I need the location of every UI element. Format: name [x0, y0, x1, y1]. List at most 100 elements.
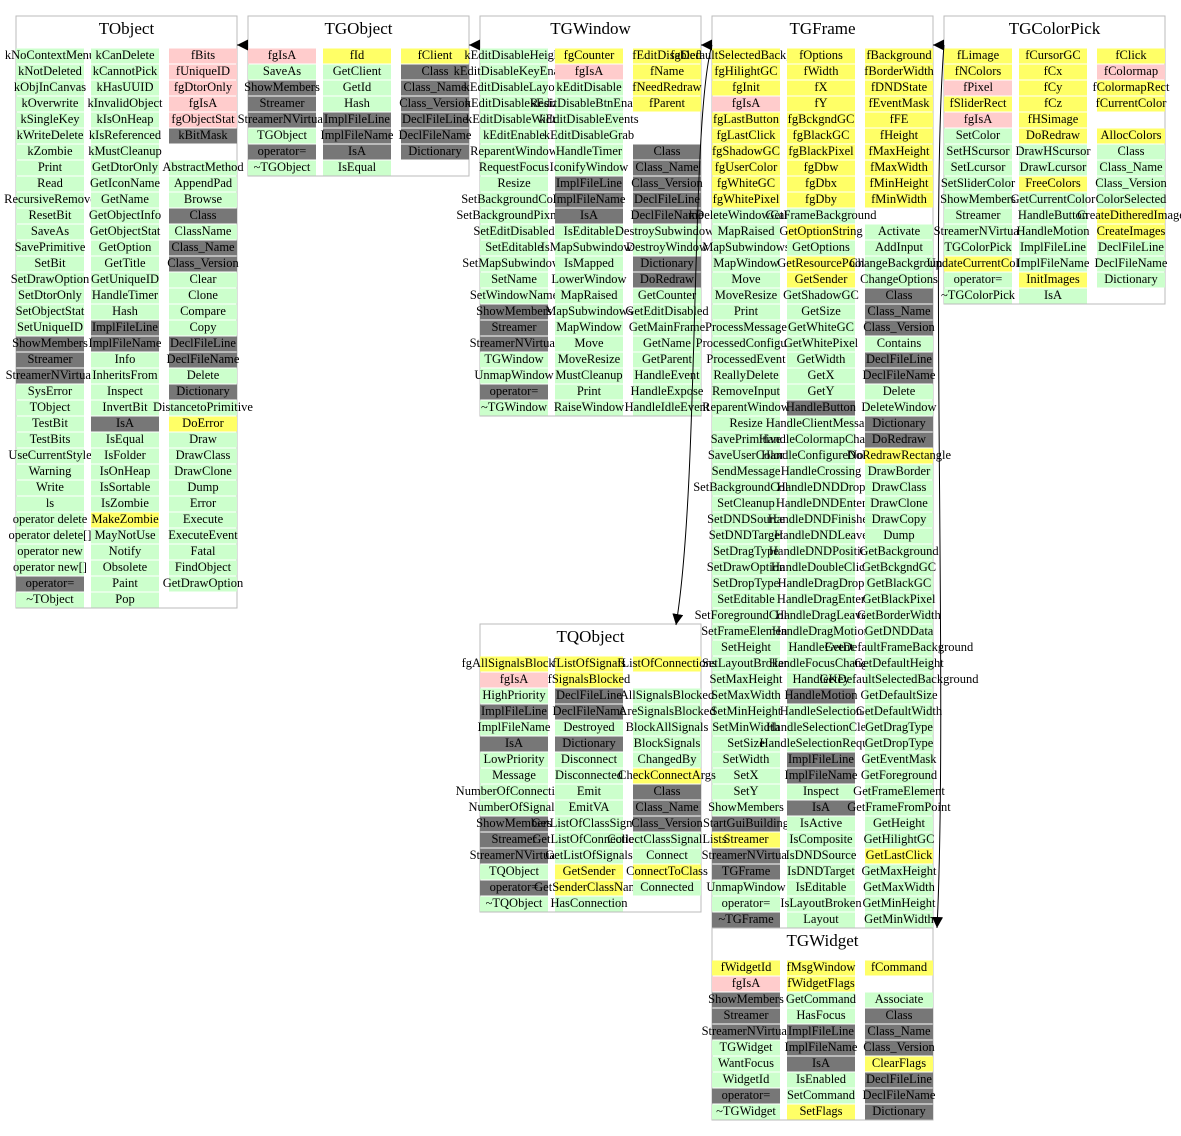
- member-cell: [480, 864, 548, 880]
- member-cell: [712, 1088, 780, 1104]
- member-name: Disconnected: [555, 768, 624, 782]
- member-cell: [865, 464, 933, 480]
- member-name: DeclFileName: [167, 352, 240, 366]
- member-cell: [169, 240, 237, 256]
- member-cell: [712, 576, 780, 592]
- member-name: kCanDelete: [95, 48, 154, 62]
- member-name: HandleSelectionRequest: [760, 736, 883, 750]
- member-cell: [555, 672, 623, 688]
- member-name: GetMinHeight: [863, 896, 936, 910]
- member-name: ImplFileLine: [556, 176, 622, 190]
- member-cell: [865, 736, 933, 752]
- member-name: fgInit: [732, 80, 760, 94]
- member-cell: [248, 160, 316, 176]
- member-cell: [787, 640, 855, 656]
- member-name: RecursiveRemove: [4, 192, 96, 206]
- member-cell: [633, 688, 701, 704]
- member-cell: [787, 384, 855, 400]
- member-name: IsSortable: [100, 480, 151, 494]
- member-name: fgCounter: [564, 48, 616, 62]
- member-cell: [169, 352, 237, 368]
- member-name: DrawClass: [872, 480, 927, 494]
- member-name: IsA: [812, 800, 830, 814]
- member-name: HasConnection: [550, 896, 628, 910]
- member-cell: [865, 176, 933, 192]
- member-cell: [480, 688, 548, 704]
- member-name: SetX: [734, 768, 759, 782]
- member-cell: [865, 96, 933, 112]
- member-cell: [480, 352, 548, 368]
- member-cell: [787, 560, 855, 576]
- member-cell: [169, 80, 237, 96]
- member-name: HasFocus: [796, 1008, 845, 1022]
- member-name: RaiseWindow: [554, 400, 624, 414]
- member-name: GetDNDData: [865, 624, 934, 638]
- member-cell: [787, 224, 855, 240]
- member-cell: [712, 1104, 780, 1120]
- member-cell: [865, 416, 933, 432]
- member-cell: [865, 912, 933, 928]
- member-cell: [944, 256, 1012, 272]
- member-cell: [633, 784, 701, 800]
- member-name: Obsolete: [103, 560, 148, 574]
- member-name: Connected: [640, 880, 694, 894]
- member-cell: [787, 576, 855, 592]
- class-node: TQObject fgAllSignalsBlocked fgIsA HighPrio…: [456, 623, 727, 913]
- member-cell: [480, 96, 548, 112]
- member-cell: [712, 592, 780, 608]
- member-cell: [712, 432, 780, 448]
- member-name: HandleEvent: [634, 368, 700, 382]
- member-cell: [16, 256, 84, 272]
- member-name: HandleDragLeave: [775, 608, 867, 622]
- member-name: IsFolder: [104, 448, 147, 462]
- member-cell: [712, 688, 780, 704]
- member-cell: [865, 272, 933, 288]
- member-cell: [633, 160, 701, 176]
- member-name: Contains: [877, 336, 922, 350]
- member-name: StreamerNVirtual: [238, 112, 327, 126]
- member-cell: [712, 192, 780, 208]
- member-name: HandleDragEnter: [777, 592, 866, 606]
- member-name: fPixel: [963, 80, 993, 94]
- class-title: TGColorPick: [1009, 19, 1101, 38]
- member-cell: [480, 112, 548, 128]
- member-cell: [16, 464, 84, 480]
- member-name: BlockSignals: [634, 736, 701, 750]
- member-cell: [633, 352, 701, 368]
- member-name: HandleDNDDrop: [777, 480, 866, 494]
- member-name: operator=: [258, 144, 307, 158]
- member-name: ImplFileName: [321, 128, 394, 142]
- member-name: ImplFileLine: [788, 752, 854, 766]
- member-name: IsActive: [800, 816, 843, 830]
- member-cell: [865, 1088, 933, 1104]
- member-name: TObject: [30, 400, 71, 414]
- member-cell: [712, 1024, 780, 1040]
- member-cell: [169, 400, 237, 416]
- member-cell: [169, 496, 237, 512]
- member-name: fCommand: [871, 960, 928, 974]
- member-cell: [633, 192, 701, 208]
- member-cell: [944, 48, 1012, 64]
- member-cell: [16, 80, 84, 96]
- member-name: SetMaxHeight: [710, 672, 783, 686]
- member-cell: [1019, 208, 1087, 224]
- member-name: SetMaxWidth: [711, 688, 781, 702]
- member-cell: [865, 112, 933, 128]
- member-name: GetWidth: [797, 352, 847, 366]
- member-name: ls: [46, 496, 54, 510]
- member-cell: [712, 144, 780, 160]
- member-cell: [633, 752, 701, 768]
- member-name: HandleEvent: [788, 640, 854, 654]
- member-name: fgBckgndGC: [788, 112, 855, 126]
- member-cell: [1019, 160, 1087, 176]
- member-cell: [555, 64, 623, 80]
- member-cell: [787, 352, 855, 368]
- member-cell: [16, 192, 84, 208]
- member-cell: [169, 112, 237, 128]
- member-name: DeclFileLine: [634, 192, 700, 206]
- class-title: TGFrame: [789, 19, 855, 38]
- member-cell: [865, 688, 933, 704]
- member-cell: [787, 528, 855, 544]
- member-cell: [787, 544, 855, 560]
- member-cell: [712, 400, 780, 416]
